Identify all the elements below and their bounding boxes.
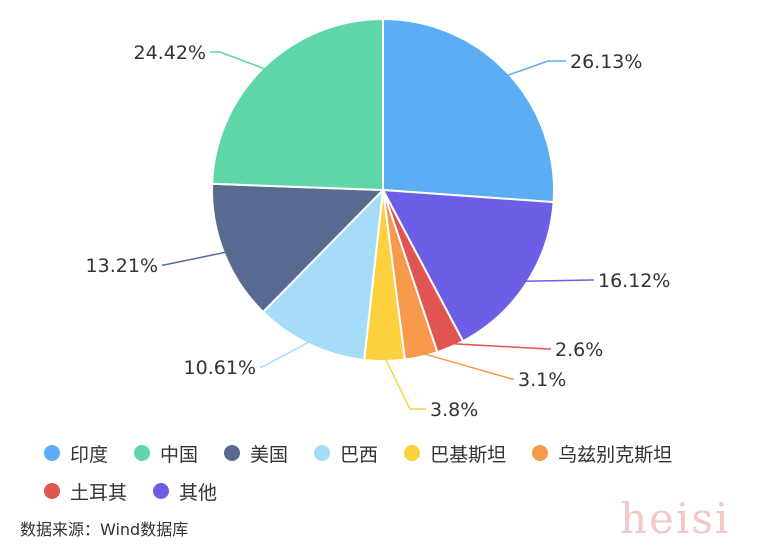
legend-dot-icon — [404, 445, 421, 461]
legend-dot-icon — [44, 445, 60, 461]
legend-label: 印度 — [70, 443, 109, 466]
slice-label: 26.13% — [570, 51, 642, 73]
legend-label: 巴西 — [340, 443, 379, 466]
leader-line — [420, 352, 514, 380]
legend-dot-icon — [314, 445, 331, 461]
legend-dot-icon — [153, 483, 170, 499]
slice-label: 3.1% — [518, 369, 566, 391]
pie-slice — [382, 17, 555, 204]
slice-label: 3.8% — [430, 399, 478, 421]
legend-label: 土耳其 — [70, 481, 128, 504]
source-note: 数据来源：Wind数据库 — [20, 520, 189, 539]
slice-label: 24.42% — [134, 42, 206, 64]
leader-line — [522, 279, 594, 282]
legend-item: 印度 — [44, 440, 108, 466]
legend-item: 乌兹别克斯坦 — [532, 440, 672, 466]
leader-line — [210, 51, 268, 71]
legend-dot-icon — [44, 483, 60, 499]
legend-label: 美国 — [250, 443, 289, 466]
legend: 印度 中国 美国 巴西 巴基斯坦 乌兹别克斯坦土耳其 其他 — [44, 440, 744, 504]
slice-labels: 26.13% 16.12% 2.6% 3.1% 3.8% 10.61% 13.21% 24.4… — [86, 42, 671, 421]
legend-dot-icon — [532, 445, 549, 461]
legend-label: 中国 — [160, 443, 199, 466]
pie-slice — [261, 187, 385, 362]
slice-label: 16.12% — [598, 270, 670, 292]
leader-line — [504, 60, 566, 77]
legend-label: 其他 — [179, 481, 218, 504]
slice-label: 10.61% — [184, 357, 256, 379]
pie-chart: 26.13% 16.12% 2.6% 3.1% 3.8% 10.61% 13.21% 24.4… — [86, 17, 671, 421]
legend-item: 其他 — [153, 478, 217, 504]
pie-slice — [211, 17, 384, 192]
leader-line — [260, 340, 312, 368]
leader-line — [162, 251, 228, 266]
legend-label: 巴基斯坦 — [430, 443, 507, 466]
pie-slices — [211, 17, 555, 362]
leader-line — [448, 342, 551, 350]
leader-line — [383, 356, 426, 410]
legend-item: 巴基斯坦 — [404, 440, 506, 466]
legend-item: 巴西 — [314, 440, 378, 466]
legend-item: 土耳其 — [44, 478, 127, 504]
leader-lines — [162, 51, 594, 410]
slice-label: 13.21% — [86, 255, 158, 277]
legend-dot-icon — [224, 445, 241, 461]
slice-label: 2.6% — [555, 339, 603, 361]
legend-item: 中国 — [134, 440, 198, 466]
legend-label: 乌兹别克斯坦 — [558, 443, 673, 466]
legend-dot-icon — [134, 445, 151, 461]
legend-item: 美国 — [224, 440, 288, 466]
watermark: heisi — [620, 494, 731, 543]
pie-slice — [381, 188, 555, 343]
